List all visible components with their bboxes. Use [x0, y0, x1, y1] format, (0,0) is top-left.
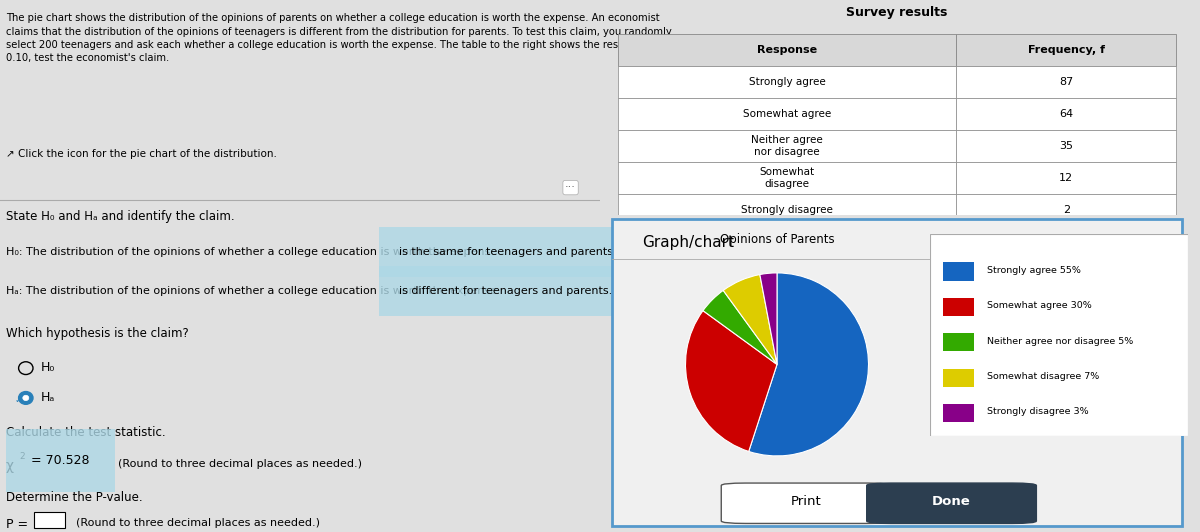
Text: Response: Response	[757, 45, 817, 55]
FancyBboxPatch shape	[956, 66, 1176, 98]
Text: State H₀ and Hₐ and identify the claim.: State H₀ and Hₐ and identify the claim.	[6, 210, 235, 223]
FancyBboxPatch shape	[956, 194, 1176, 226]
Text: 2: 2	[19, 452, 25, 461]
FancyBboxPatch shape	[956, 98, 1176, 130]
FancyBboxPatch shape	[943, 298, 974, 316]
Text: ↗ Click the icon for the pie chart of the distribution.: ↗ Click the icon for the pie chart of th…	[6, 149, 277, 159]
Wedge shape	[760, 273, 778, 364]
FancyBboxPatch shape	[618, 66, 956, 98]
Text: Strongly disagree: Strongly disagree	[742, 205, 833, 215]
Text: 64: 64	[1060, 109, 1073, 119]
FancyBboxPatch shape	[721, 483, 890, 523]
Text: ···: ···	[565, 182, 576, 193]
Wedge shape	[724, 275, 778, 364]
Text: Done: Done	[932, 495, 971, 508]
Text: P =: P =	[6, 518, 32, 531]
Text: Somewhat agree 30%: Somewhat agree 30%	[986, 301, 1092, 310]
Text: Hₐ: The distribution of the opinions of whether a college education is worth the: Hₐ: The distribution of the opinions of …	[6, 286, 500, 296]
FancyBboxPatch shape	[943, 369, 974, 387]
Text: Survey results: Survey results	[846, 6, 948, 20]
Text: is different for teenagers and parents.: is different for teenagers and parents.	[398, 286, 612, 296]
FancyBboxPatch shape	[618, 130, 956, 162]
Text: Hₐ: Hₐ	[41, 391, 55, 404]
FancyBboxPatch shape	[943, 404, 974, 422]
FancyBboxPatch shape	[943, 333, 974, 351]
Title: Opinions of Parents: Opinions of Parents	[720, 233, 834, 246]
Text: H₀: H₀	[41, 361, 55, 373]
Text: 12: 12	[1060, 173, 1073, 183]
Wedge shape	[703, 290, 778, 364]
Text: Somewhat agree: Somewhat agree	[743, 109, 832, 119]
FancyBboxPatch shape	[930, 234, 1188, 436]
Wedge shape	[749, 273, 869, 456]
Text: 2: 2	[1063, 205, 1070, 215]
Text: The pie chart shows the distribution of the opinions of parents on whether a col: The pie chart shows the distribution of …	[6, 13, 674, 63]
Text: Determine the P-value.: Determine the P-value.	[6, 491, 143, 503]
FancyBboxPatch shape	[956, 130, 1176, 162]
Text: Strongly disagree 3%: Strongly disagree 3%	[986, 408, 1088, 417]
Text: is the same for teenagers and parents.: is the same for teenagers and parents.	[398, 247, 617, 257]
Text: Print: Print	[791, 495, 822, 508]
Text: 35: 35	[1060, 141, 1073, 151]
Text: H₀: The distribution of the opinions of whether a college education is worth the: H₀: The distribution of the opinions of …	[6, 247, 500, 257]
FancyBboxPatch shape	[618, 162, 956, 194]
Text: Somewhat disagree 7%: Somewhat disagree 7%	[986, 372, 1099, 381]
FancyBboxPatch shape	[34, 512, 65, 528]
FancyBboxPatch shape	[866, 483, 1037, 523]
Circle shape	[23, 395, 29, 401]
FancyBboxPatch shape	[618, 194, 956, 226]
Text: Graph/chart: Graph/chart	[642, 235, 734, 250]
FancyBboxPatch shape	[943, 262, 974, 280]
Text: Neither agree
nor disagree: Neither agree nor disagree	[751, 135, 823, 157]
Text: Calculate the test statistic.: Calculate the test statistic.	[6, 426, 166, 438]
Text: –   X: – X	[1115, 234, 1142, 246]
Circle shape	[19, 392, 34, 404]
Text: χ: χ	[6, 459, 14, 472]
Text: Strongly agree: Strongly agree	[749, 77, 826, 87]
FancyBboxPatch shape	[612, 219, 1182, 526]
Text: Somewhat
disagree: Somewhat disagree	[760, 167, 815, 189]
FancyBboxPatch shape	[956, 35, 1176, 66]
FancyBboxPatch shape	[618, 98, 956, 130]
Text: Strongly agree 55%: Strongly agree 55%	[986, 266, 1081, 275]
Text: (Round to three decimal places as needed.): (Round to three decimal places as needed…	[70, 518, 320, 528]
Text: 87: 87	[1060, 77, 1074, 87]
Text: Neither agree nor disagree 5%: Neither agree nor disagree 5%	[986, 337, 1133, 346]
Wedge shape	[685, 311, 778, 452]
Text: ✓: ✓	[14, 395, 23, 405]
Text: (Round to three decimal places as needed.): (Round to three decimal places as needed…	[112, 459, 362, 469]
Text: Frequency, f: Frequency, f	[1027, 45, 1105, 55]
Text: Which hypothesis is the claim?: Which hypothesis is the claim?	[6, 327, 188, 340]
Text: = 70.528: = 70.528	[31, 454, 90, 467]
FancyBboxPatch shape	[618, 35, 956, 66]
FancyBboxPatch shape	[956, 162, 1176, 194]
